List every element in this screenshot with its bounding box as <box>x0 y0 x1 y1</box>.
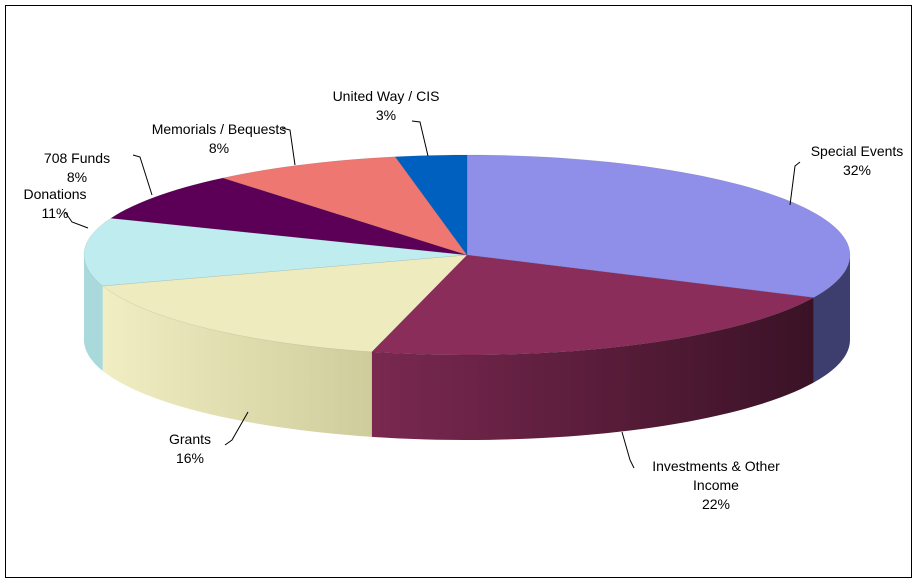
slice-value: 22% <box>701 496 731 512</box>
slice-side <box>84 255 103 371</box>
slice-name: Investments & Other Income <box>652 458 780 493</box>
leader-line <box>281 127 296 166</box>
leader-line <box>132 154 153 196</box>
slice-side <box>102 285 372 437</box>
slice <box>102 254 468 353</box>
slice-label: United Way / CIS 3% <box>333 87 440 125</box>
leader-line <box>411 120 429 157</box>
slice-label: 708 Funds 8% <box>44 149 110 187</box>
slice-name: 708 Funds <box>43 150 111 166</box>
slice-name: Special Events <box>810 143 904 159</box>
slice-label: Donations 11% <box>23 185 86 223</box>
slice-name: Donations <box>23 186 87 202</box>
slice <box>110 177 468 256</box>
slice-name: Memorials / Bequests <box>151 121 287 137</box>
slice-label: Investments & Other Income 22% <box>629 457 804 514</box>
slice-name: Grants <box>168 431 212 447</box>
slice-value: 3% <box>375 107 397 123</box>
slice-label: Special Events 32% <box>811 142 904 180</box>
slice-name: United Way / CIS <box>332 88 440 104</box>
leader-line <box>789 161 801 206</box>
slice-value: 8% <box>66 169 88 185</box>
leader-line <box>621 431 635 469</box>
slice-value: 8% <box>208 140 230 156</box>
slice <box>394 154 468 256</box>
slice <box>83 217 468 287</box>
slice <box>371 254 815 356</box>
slice-value: 16% <box>175 450 205 466</box>
slice <box>221 156 468 256</box>
leader-lines <box>64 120 801 469</box>
slice-label: Grants 16% <box>169 430 211 468</box>
leader-line <box>224 411 249 446</box>
slice-label: Memorials / Bequests 8% <box>152 120 287 158</box>
slice-side <box>371 297 814 440</box>
slice-value: 32% <box>842 162 872 178</box>
leader-line <box>64 211 89 229</box>
slice-side <box>813 255 850 383</box>
slice-value: 11% <box>41 205 69 221</box>
